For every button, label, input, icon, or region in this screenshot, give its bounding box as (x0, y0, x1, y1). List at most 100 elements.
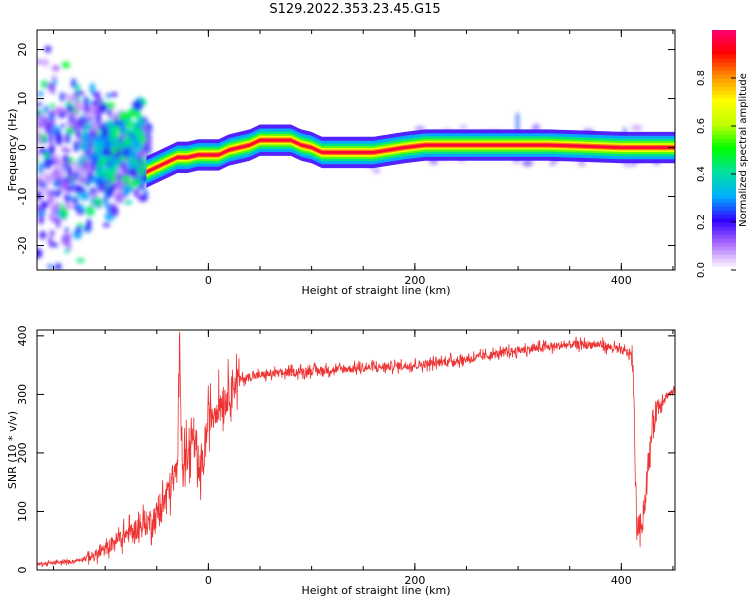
noise-blob (83, 132, 91, 143)
colorbar-step (712, 94, 736, 99)
snr-plot (37, 331, 675, 568)
top-xtick-label: 400 (611, 274, 632, 287)
noise-blob (89, 192, 99, 198)
bottom-xtick-label: 200 (404, 574, 425, 587)
colorbar-step (712, 98, 736, 103)
noise-blob (110, 92, 118, 97)
bottom-xlabel: Height of straight line (km) (301, 584, 450, 597)
noise-blob (106, 204, 111, 214)
noise-blob (67, 186, 73, 193)
noise-blob (107, 108, 112, 118)
cluster-blob (134, 119, 146, 128)
colorbar-step (712, 198, 736, 203)
noise-blob (47, 264, 53, 270)
noise-blob (123, 199, 133, 205)
noise-blob (64, 102, 73, 107)
noise-blob (37, 131, 42, 142)
noise-blob (51, 242, 59, 248)
colorbar-step (712, 162, 736, 167)
noise-blob (54, 129, 60, 137)
colorbar-step (712, 106, 736, 111)
noise-blob (65, 105, 74, 112)
colorbar-step (712, 194, 736, 199)
colorbar-step (712, 266, 736, 271)
colorbar: 0.0 0.2 0.4 0.6 0.8 Normalized spectral ampli… (696, 30, 749, 278)
noise-blob (38, 117, 44, 124)
cluster-blob (134, 129, 146, 138)
colorbar-label: Normalized spectral amplitude (738, 73, 749, 227)
noise-blob (102, 222, 110, 228)
bottom-frame (36, 329, 676, 571)
noise-blob (37, 190, 43, 201)
noise-blob (37, 209, 46, 217)
noise-blob (71, 198, 78, 204)
colorbar-step (712, 122, 736, 127)
noise-blob (40, 133, 47, 143)
cluster-blob (94, 166, 105, 177)
cluster-blob (95, 177, 104, 188)
cluster-blob (109, 137, 120, 146)
halo-blob (458, 125, 468, 130)
noise-blob (74, 131, 82, 138)
colorbar-step (712, 38, 736, 43)
noise-blob (55, 136, 63, 146)
noise-blob (147, 123, 152, 130)
noise-blob (106, 92, 111, 99)
noise-blob (43, 185, 50, 197)
noise-blob (90, 100, 98, 106)
noise-blob (67, 95, 75, 101)
colorbar-tick-label: 0.6 (696, 118, 707, 134)
noise-blob (95, 114, 102, 123)
snr-series-line (37, 331, 675, 568)
noise-blob (61, 61, 71, 69)
cluster-blob (116, 119, 126, 128)
colorbar-step (712, 110, 736, 115)
noise-blob (69, 161, 80, 167)
bottom-ytick-label: 0 (16, 567, 29, 574)
top-ytick-label: 10 (16, 92, 29, 106)
noise-blob (85, 205, 95, 217)
noise-blob (51, 65, 61, 72)
noise-blob (138, 184, 146, 190)
noise-blob (37, 147, 48, 155)
colorbar-step (712, 234, 736, 239)
noise-blob (103, 196, 108, 202)
noise-blob (43, 105, 49, 115)
colorbar-step (712, 30, 736, 35)
noise-blob (92, 91, 101, 98)
top-xlabel: Height of straight line (km) (301, 284, 450, 297)
noise-blob (48, 114, 56, 121)
noise-blob (79, 191, 90, 201)
colorbar-step (712, 62, 736, 67)
cluster-blob (127, 150, 136, 158)
colorbar-step (712, 170, 736, 175)
noise-blob (136, 164, 146, 176)
noise-blob (140, 150, 147, 159)
noise-blob (54, 263, 62, 270)
cluster-blob (101, 149, 114, 157)
colorbar-step (712, 134, 736, 139)
noise-blob (49, 103, 56, 109)
colorbar-step (712, 210, 736, 215)
noise-blob (75, 120, 86, 127)
noise-blob (63, 135, 69, 143)
bottom-ytick-label: 300 (16, 384, 29, 405)
cluster-blob (122, 136, 133, 148)
ridge-band (146, 137, 675, 175)
colorbar-step (712, 150, 736, 155)
cluster-blob (121, 128, 133, 136)
colorbar-step (712, 190, 736, 195)
noise-blob (80, 143, 86, 150)
noise-blob (59, 211, 68, 220)
noise-blob (76, 258, 86, 263)
noise-blob (37, 122, 44, 128)
colorbar-step (712, 186, 736, 191)
noise-blob (47, 122, 53, 131)
top-ytick-label: -10 (16, 188, 29, 206)
noise-blob (97, 102, 108, 112)
colorbar-step (712, 78, 736, 83)
colorbar-step (712, 174, 736, 179)
noise-blob (66, 121, 76, 127)
noise-blob (46, 82, 56, 89)
